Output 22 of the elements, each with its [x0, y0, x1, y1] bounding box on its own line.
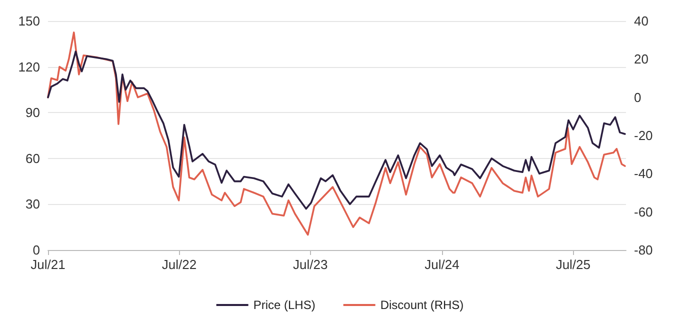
- y2-tick-label: -40: [634, 166, 653, 182]
- y2-tick-label: -60: [634, 204, 653, 220]
- x-tick-label: Jul/23: [293, 257, 328, 272]
- y-tick-label: 150: [18, 14, 40, 28]
- y2-tick-label: 20: [634, 52, 648, 67]
- y-tick-label: 0: [32, 242, 40, 258]
- y-tick-label: 90: [26, 105, 40, 120]
- y-tick-label: 120: [18, 59, 40, 74]
- x-tick-label: Jul/25: [556, 257, 591, 272]
- legend-label: Price (LHS): [253, 298, 316, 312]
- y2-tick-label: -20: [634, 128, 653, 143]
- x-tick-label: Jul/24: [424, 257, 460, 272]
- legend-label: Discount (RHS): [380, 298, 464, 312]
- y2-tick-label: 40: [634, 14, 648, 28]
- x-tick-label: Jul/21: [30, 257, 66, 272]
- x-tick-label: Jul/22: [162, 257, 197, 272]
- line-series: [47, 50, 626, 210]
- line-series: [47, 32, 626, 236]
- y2-tick-label: 0: [634, 90, 642, 105]
- y-tick-label: 60: [26, 150, 40, 166]
- y2-tick-label: -80: [634, 242, 653, 258]
- y-tick-label: 30: [26, 196, 40, 212]
